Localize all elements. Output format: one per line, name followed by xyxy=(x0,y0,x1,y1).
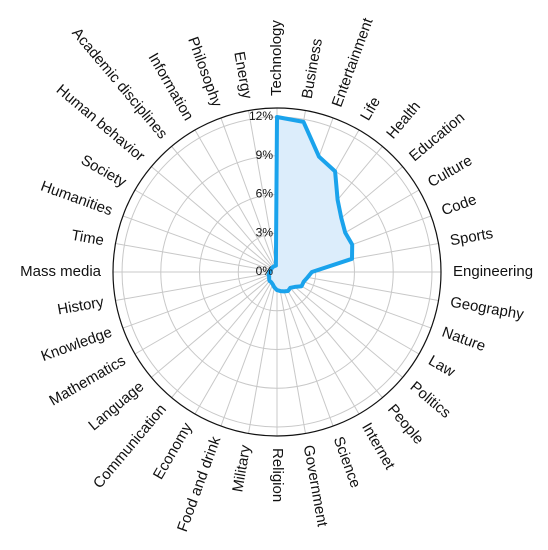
r-tick-label: 12% xyxy=(249,109,273,123)
spoke xyxy=(171,146,278,273)
spoke xyxy=(122,215,278,273)
spoke xyxy=(276,271,334,427)
outer-circle xyxy=(112,107,442,437)
r-tick-label: 6% xyxy=(256,187,274,201)
category-label: Science xyxy=(330,434,364,490)
category-label: Military xyxy=(229,443,254,493)
category-label: Knowledge xyxy=(39,324,115,365)
category-label: Technology xyxy=(268,20,285,96)
spoke xyxy=(248,110,278,273)
spoke xyxy=(276,271,403,378)
spoke xyxy=(220,117,278,273)
category-label: Society xyxy=(78,152,130,192)
data-area xyxy=(266,115,355,294)
category-label: Academic disciplines xyxy=(68,25,171,143)
spoke xyxy=(115,271,278,301)
category-label: Engineering xyxy=(453,263,533,280)
spoke xyxy=(276,271,360,415)
category-label: Law xyxy=(425,352,457,381)
category-label: Government xyxy=(300,444,331,529)
r-tick-label: 3% xyxy=(256,225,274,239)
category-label: Business xyxy=(299,37,326,100)
spoke xyxy=(194,271,278,415)
category-label: History xyxy=(56,294,105,319)
category-label: Energy xyxy=(230,50,255,100)
category-label: Mass media xyxy=(20,263,102,280)
spoke xyxy=(122,271,278,329)
category-label: Philosophy xyxy=(184,35,225,110)
spoke xyxy=(276,271,383,398)
spoke xyxy=(115,243,278,273)
category-label: People xyxy=(384,401,427,448)
spoke xyxy=(248,271,278,434)
spoke xyxy=(220,271,278,427)
spoke xyxy=(151,271,278,378)
spoke xyxy=(151,166,278,273)
r-tick-label: 0% xyxy=(256,264,274,278)
category-label: Sports xyxy=(449,225,495,249)
spoke xyxy=(171,271,278,398)
spoke xyxy=(134,189,278,273)
category-label: Culture xyxy=(425,152,475,191)
spoke xyxy=(194,129,278,273)
category-label: Internet xyxy=(358,420,399,473)
category-label: Politics xyxy=(407,378,454,422)
category-label: Time xyxy=(70,227,105,249)
spoke xyxy=(134,271,278,355)
r-tick-label: 9% xyxy=(256,148,274,162)
category-label: Health xyxy=(383,98,424,142)
category-label: Nature xyxy=(440,324,488,355)
category-label: Geography xyxy=(449,294,526,324)
category-label: Code xyxy=(439,191,479,219)
category-label: Humanities xyxy=(38,178,114,220)
spoke xyxy=(276,271,306,434)
category-label: Economy xyxy=(150,419,196,482)
category-label: Life xyxy=(357,94,384,123)
category-label: Religion xyxy=(269,448,286,502)
